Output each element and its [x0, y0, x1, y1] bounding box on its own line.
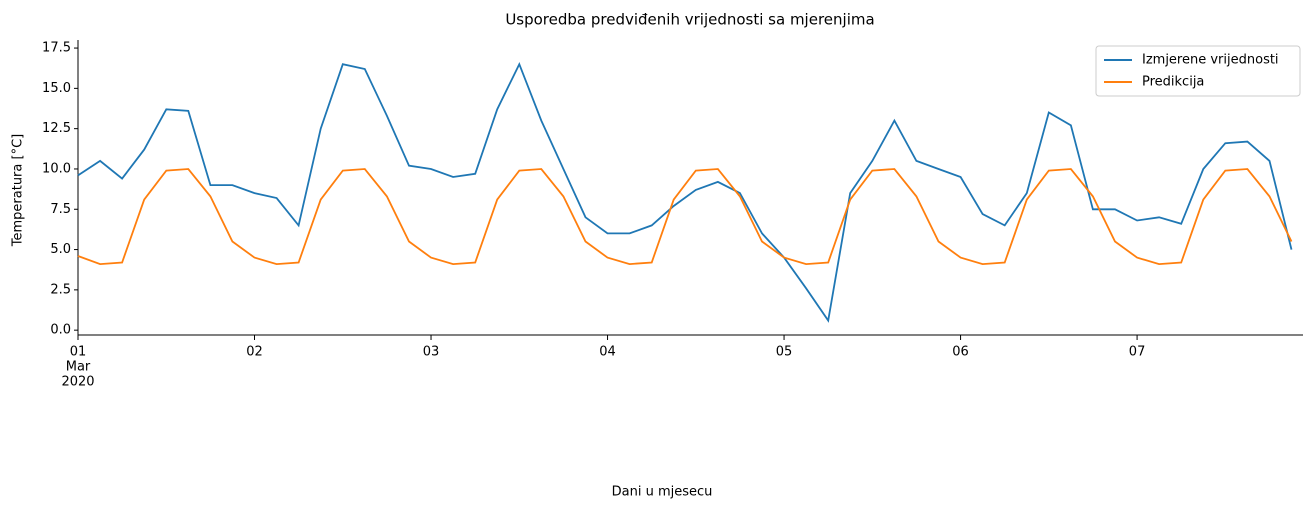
legend-label: Predikcija	[1142, 75, 1204, 90]
x-axis-label: Dani u mjesecu	[612, 485, 713, 500]
y-tick-label: 5.0	[50, 242, 71, 257]
x-tick-label: 02	[246, 345, 263, 360]
x-tick-offset: 2020	[61, 375, 94, 390]
x-tick-label: 01	[70, 345, 87, 360]
y-tick-label: 12.5	[42, 121, 71, 136]
x-tick-label: 06	[952, 345, 969, 360]
x-tick-offset: Mar	[66, 360, 91, 375]
x-tick-label: 05	[776, 345, 793, 360]
y-tick-label: 17.5	[42, 41, 71, 56]
legend-box	[1095, 45, 1301, 97]
series-line	[77, 61, 1293, 323]
legend-label: Izmjerene vrijednosti	[1142, 53, 1279, 68]
x-tick-label: 04	[599, 345, 616, 360]
x-tick-label: 07	[1129, 345, 1146, 360]
series-line	[77, 168, 1293, 266]
y-tick-label: 2.5	[50, 282, 71, 297]
y-axis-label: Temperatura [°C]	[11, 134, 26, 247]
chart-title: Usporedba predviđenih vrijednosti sa mje…	[505, 11, 874, 29]
y-tick-label: 10.0	[42, 161, 71, 176]
y-tick-label: 15.0	[42, 81, 71, 96]
y-tick-label: 0.0	[50, 323, 71, 338]
x-tick-label: 03	[423, 345, 440, 360]
y-tick-label: 7.5	[50, 202, 71, 217]
